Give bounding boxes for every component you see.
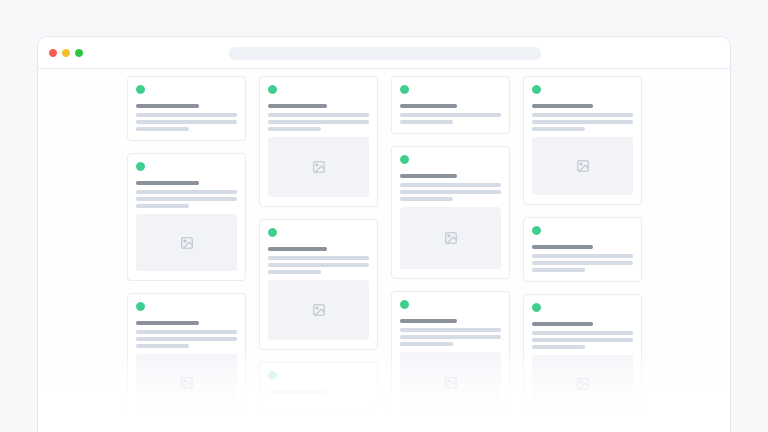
status-dot-active xyxy=(400,300,409,309)
card-title-placeholder xyxy=(400,104,457,108)
card-text-placeholder xyxy=(136,197,237,201)
status-dot-active xyxy=(400,155,409,164)
card-text-placeholder xyxy=(136,113,237,117)
card-thumbnail[interactable] xyxy=(532,355,633,413)
status-dot-active xyxy=(136,302,145,311)
image-placeholder-icon xyxy=(180,236,193,249)
card-text-placeholder xyxy=(532,113,633,117)
card-text-placeholder xyxy=(268,120,369,124)
card-text-placeholder xyxy=(532,254,633,258)
card-title-placeholder xyxy=(532,245,593,249)
card-text-placeholder xyxy=(400,113,501,117)
card-text-placeholder xyxy=(532,261,633,265)
image-placeholder-icon xyxy=(444,377,457,389)
status-dot-loading xyxy=(268,371,277,380)
card-thumbnail[interactable] xyxy=(400,352,501,414)
card-title-placeholder xyxy=(136,321,199,325)
card-text-placeholder xyxy=(136,127,189,131)
card-text-placeholder xyxy=(400,190,501,194)
window-controls xyxy=(49,49,83,57)
card-thumbnail[interactable] xyxy=(136,354,237,411)
card-title-placeholder xyxy=(400,319,457,323)
card-title-placeholder xyxy=(268,104,327,108)
card-thumbnail[interactable] xyxy=(532,137,633,195)
card-title-placeholder xyxy=(532,322,593,326)
content-card[interactable] xyxy=(127,153,246,281)
image-placeholder-icon xyxy=(180,376,193,389)
masonry-column-3 xyxy=(391,76,510,432)
content-card[interactable] xyxy=(127,76,246,141)
card-title-placeholder xyxy=(268,247,327,251)
card-text-placeholder xyxy=(268,113,369,117)
content-card[interactable] xyxy=(523,76,642,205)
card-title-placeholder xyxy=(136,181,199,185)
card-title-placeholder xyxy=(268,390,327,394)
card-text-placeholder xyxy=(400,197,453,201)
card-text-placeholder xyxy=(532,331,633,335)
card-text-placeholder xyxy=(136,204,189,208)
card-title-placeholder xyxy=(136,104,199,108)
status-dot-active xyxy=(532,226,541,235)
card-text-placeholder xyxy=(136,190,237,194)
card-thumbnail[interactable] xyxy=(400,207,501,269)
status-dot-active xyxy=(400,85,409,94)
card-text-placeholder xyxy=(400,342,453,346)
image-placeholder-icon xyxy=(444,232,457,244)
content-card[interactable] xyxy=(523,294,642,423)
image-placeholder-icon xyxy=(312,304,325,316)
image-placeholder-icon xyxy=(576,160,589,172)
masonry-column-2 xyxy=(259,76,378,421)
masonry-column-4 xyxy=(523,76,642,432)
masonry-column-1 xyxy=(127,76,246,432)
card-thumbnail[interactable] xyxy=(268,280,369,340)
content-card[interactable] xyxy=(259,76,378,207)
address-bar-input[interactable] xyxy=(229,47,541,60)
content-card[interactable] xyxy=(523,217,642,282)
card-thumbnail[interactable] xyxy=(136,214,237,271)
card-text-placeholder xyxy=(136,120,237,124)
card-text-placeholder xyxy=(532,345,585,349)
status-dot-active xyxy=(268,85,277,94)
card-thumbnail[interactable] xyxy=(268,137,369,197)
minimize-window-button[interactable] xyxy=(62,49,70,57)
card-text-placeholder xyxy=(136,337,237,341)
card-text-placeholder xyxy=(532,268,585,272)
status-dot-active xyxy=(532,303,541,312)
card-text-placeholder xyxy=(268,127,321,131)
card-text-placeholder xyxy=(268,263,369,267)
status-dot-active xyxy=(268,228,277,237)
content-card[interactable] xyxy=(127,293,246,421)
image-placeholder-icon xyxy=(576,378,589,390)
browser-toolbar xyxy=(38,37,730,69)
card-text-placeholder xyxy=(532,127,585,131)
maximize-window-button[interactable] xyxy=(75,49,83,57)
card-text-placeholder xyxy=(136,330,237,334)
card-text-placeholder xyxy=(268,256,369,260)
card-text-placeholder xyxy=(400,183,501,187)
card-text-placeholder xyxy=(400,328,501,332)
content-card[interactable] xyxy=(259,362,378,409)
browser-window xyxy=(37,36,731,432)
content-card[interactable] xyxy=(391,146,510,279)
card-title-placeholder xyxy=(532,104,593,108)
card-title-placeholder xyxy=(400,174,457,178)
status-dot-active xyxy=(136,85,145,94)
status-dot-active xyxy=(136,162,145,171)
content-viewport[interactable] xyxy=(38,69,730,432)
card-text-placeholder xyxy=(268,270,321,274)
card-text-placeholder xyxy=(532,120,633,124)
close-window-button[interactable] xyxy=(49,49,57,57)
content-card[interactable] xyxy=(391,291,510,424)
card-text-placeholder xyxy=(136,344,189,348)
content-card[interactable] xyxy=(391,76,510,134)
content-card[interactable] xyxy=(259,219,378,350)
card-text-placeholder xyxy=(532,338,633,342)
card-text-placeholder xyxy=(400,120,453,124)
image-placeholder-icon xyxy=(312,161,325,173)
card-text-placeholder xyxy=(400,335,501,339)
status-dot-active xyxy=(532,85,541,94)
